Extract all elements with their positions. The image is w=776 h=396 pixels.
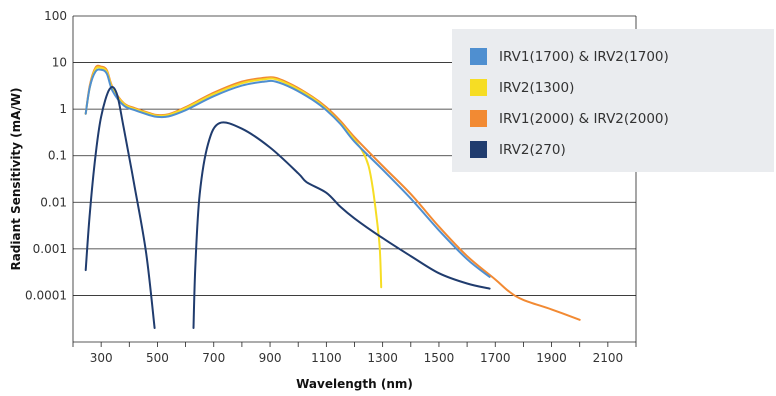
x-tick-label: 900 — [259, 351, 282, 365]
x-tick-label: 700 — [202, 351, 225, 365]
series-1-line — [84, 66, 383, 289]
series-3-line — [84, 86, 156, 329]
x-tick-label: 500 — [146, 351, 169, 365]
x-tick-label: 2100 — [593, 351, 624, 365]
legend-swatch — [470, 110, 487, 127]
y-tick-label: 0.0001 — [25, 288, 67, 302]
x-tick-label: 1100 — [311, 351, 342, 365]
y-tick-label: 100 — [44, 9, 67, 23]
series-3-line-segment-2 — [192, 121, 491, 329]
legend-swatch — [470, 79, 487, 96]
legend-label: IRV2(1300) — [499, 80, 574, 96]
legend-label: IRV1(2000) & IRV2(2000) — [499, 111, 669, 127]
y-tick-label: 1 — [59, 102, 67, 116]
legend-box — [452, 29, 774, 172]
legend-label: IRV2(270) — [499, 142, 566, 158]
legend: IRV1(1700) & IRV2(1700) IRV2(1300) IRV1(20… — [452, 29, 774, 172]
x-tick-label: 300 — [90, 351, 113, 365]
curves — [84, 64, 581, 329]
y-axis-title: Radiant Sensitivity (mA/W) — [9, 87, 23, 270]
x-tick-label: 1500 — [424, 351, 455, 365]
y-tick-label: 10 — [52, 56, 67, 70]
x-tick-label: 1300 — [367, 351, 398, 365]
y-tick-label: 0.1 — [48, 149, 67, 163]
y-tick-label: 0.001 — [33, 242, 67, 256]
series-0-line — [84, 68, 491, 278]
x-tick-label: 1900 — [536, 351, 567, 365]
x-axis-title: Wavelength (nm) — [296, 377, 413, 391]
legend-swatch — [470, 141, 487, 158]
legend-label: IRV1(1700) & IRV2(1700) — [499, 49, 669, 65]
y-tick-label: 0.01 — [40, 195, 67, 209]
legend-swatch — [470, 48, 487, 65]
x-tick-label: 1700 — [480, 351, 511, 365]
